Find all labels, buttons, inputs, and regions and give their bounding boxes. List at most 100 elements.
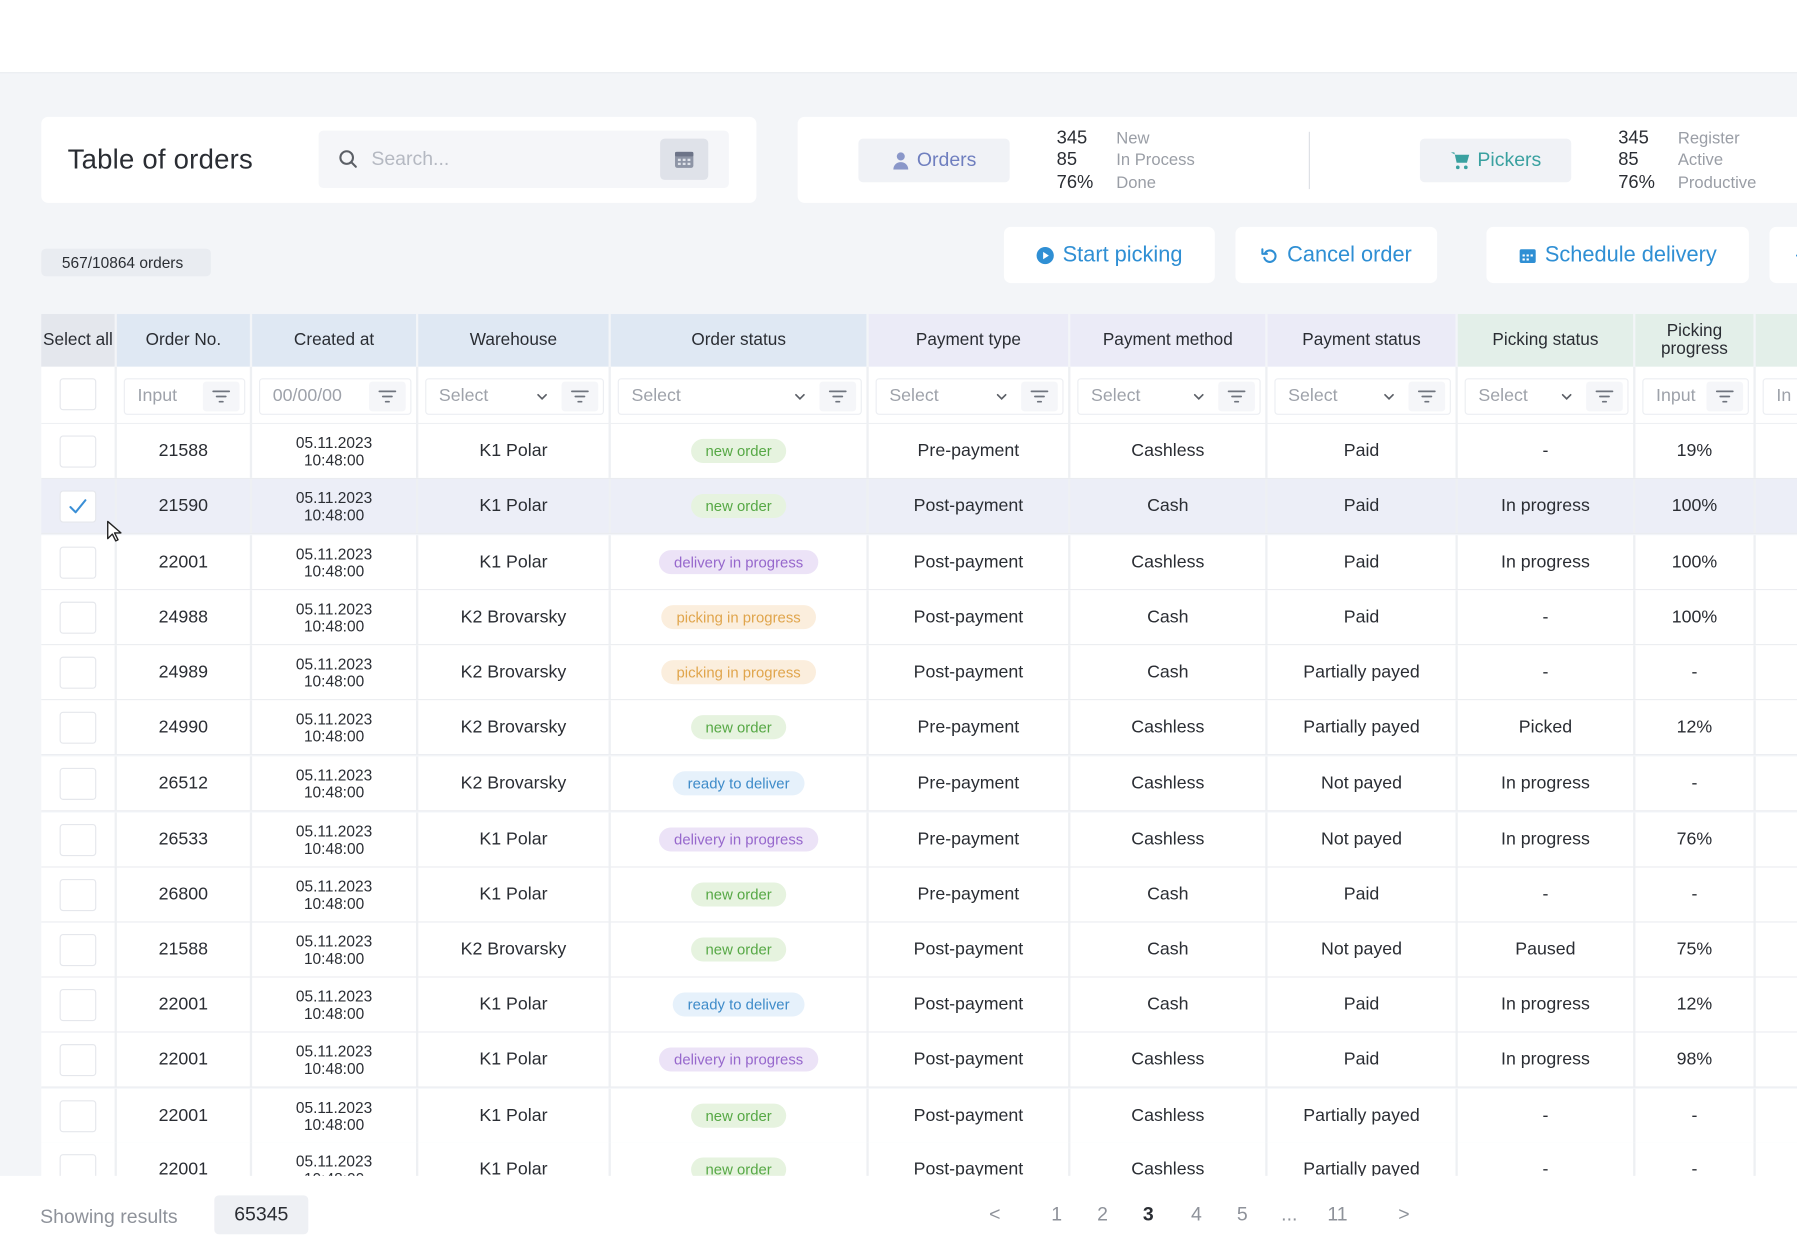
more-actions-button[interactable]	[1769, 226, 1797, 284]
page-4[interactable]: 4	[1191, 1203, 1202, 1226]
row-checkbox[interactable]	[59, 933, 97, 966]
orders-stat-button[interactable]: Orders	[858, 138, 1010, 183]
stat-number: 76%	[1618, 172, 1655, 193]
row-checkbox[interactable]	[59, 1043, 97, 1076]
filter-button[interactable]	[1218, 381, 1255, 412]
filter-button[interactable]	[1706, 381, 1744, 412]
filter-button[interactable]	[369, 381, 406, 412]
filter-pick[interactable]: Select	[1464, 378, 1629, 415]
table-cell: Post-payment	[869, 1088, 1071, 1143]
table-row[interactable]: 26800 05.11.2023 10:48:00 K1 Polar new order…	[41, 867, 1797, 923]
chevron-down-icon	[795, 393, 805, 401]
column-header-select[interactable]: Select all	[41, 314, 117, 367]
filter-button[interactable]	[1021, 381, 1058, 412]
page-2[interactable]: 2	[1097, 1203, 1108, 1226]
cancel-order-button[interactable]: Cancel order	[1235, 226, 1438, 284]
row-checkbox[interactable]	[59, 823, 97, 856]
table-cell: Cashless	[1070, 424, 1268, 478]
filter-button[interactable]	[819, 381, 857, 412]
pickers-stat-button[interactable]: Pickers	[1419, 138, 1572, 183]
filter-progress[interactable]: Input	[1642, 378, 1749, 415]
table-cell: 22001	[117, 1142, 253, 1197]
table-row[interactable]: 24990 05.11.2023 10:48:00 K2 Brovarsky new o…	[41, 700, 1797, 756]
column-header-pmethod[interactable]: Payment method	[1070, 314, 1268, 367]
filter-button[interactable]	[1586, 381, 1623, 412]
picking-status: In progress	[1501, 1049, 1590, 1069]
table-row[interactable]: 21588 05.11.2023 10:48:00 K2 Brovarsky new o…	[41, 922, 1797, 978]
table-row[interactable]: 22001 05.11.2023 10:48:00 K1 Polar delivery …	[41, 1032, 1797, 1088]
table-row[interactable]: 26533 05.11.2023 10:48:00 K1 Polar delivery …	[41, 812, 1797, 868]
row-checkbox[interactable]	[59, 1099, 97, 1132]
stats-card: Orders 345 New 85 In Process 76% Done Picke…	[797, 116, 1797, 203]
column-header-warehouse[interactable]: Warehouse	[418, 314, 611, 367]
filter-button[interactable]	[561, 381, 599, 412]
date-picker-button[interactable]	[660, 138, 709, 180]
table-row[interactable]: 21590 05.11.2023 10:48:00 K1 Polar new order…	[41, 479, 1797, 535]
row-checkbox[interactable]	[59, 711, 97, 744]
filter-status[interactable]: Select	[617, 378, 862, 415]
filter-extra[interactable]: In	[1762, 378, 1797, 415]
column-header-pick[interactable]: Picking status	[1457, 314, 1636, 367]
column-header-progress[interactable]: Picking progress	[1635, 314, 1756, 367]
table-row[interactable]: 24988 05.11.2023 10:48:00 K2 Brovarsky picki…	[41, 590, 1797, 646]
table-cell	[41, 479, 117, 533]
page-5[interactable]: 5	[1236, 1203, 1248, 1226]
column-header-status[interactable]: Order status	[610, 314, 869, 367]
page-3[interactable]: 3	[1142, 1203, 1154, 1226]
filter-warehouse[interactable]: Select	[425, 378, 604, 415]
created-date: 05.11.2023	[295, 488, 373, 506]
page-11[interactable]: 11	[1327, 1203, 1348, 1226]
row-checkbox[interactable]	[59, 489, 97, 523]
row-checkbox[interactable]	[59, 656, 97, 689]
table-cell: 21590	[117, 479, 253, 533]
created-time: 10:48:00	[303, 1115, 365, 1133]
select-all-checkbox[interactable]	[59, 378, 97, 411]
order-number: 22001	[158, 1159, 209, 1179]
row-checkbox[interactable]	[59, 878, 97, 911]
start-picking-button[interactable]: Start picking	[1003, 226, 1215, 284]
payment-type: Post-payment	[913, 994, 1024, 1014]
table-cell: Not payed	[1268, 812, 1458, 867]
column-header-pstatus[interactable]: Payment status	[1267, 314, 1458, 367]
filter-order[interactable]: Input	[123, 378, 246, 415]
page-1[interactable]: 1	[1051, 1203, 1063, 1226]
table-cell	[1756, 756, 1797, 810]
payment-method: Cash	[1147, 884, 1189, 904]
table-row[interactable]: 24989 05.11.2023 10:48:00 K2 Brovarsky picki…	[41, 645, 1797, 701]
filter-ptype[interactable]: Select	[875, 378, 1064, 415]
filter-button[interactable]	[202, 381, 240, 412]
schedule-delivery-button[interactable]: Schedule delivery	[1486, 226, 1749, 284]
payment-type: Post-payment	[913, 939, 1024, 959]
filter-button[interactable]	[1408, 381, 1446, 412]
row-checkbox[interactable]	[59, 546, 97, 579]
table-row[interactable]: 21588 05.11.2023 10:48:00 K1 Polar new order…	[41, 424, 1797, 480]
filter-pstatus[interactable]: Select	[1274, 378, 1451, 415]
next-page-button[interactable]: >	[1398, 1203, 1410, 1226]
column-header-ptype[interactable]: Payment type	[868, 314, 1071, 367]
table-cell: K1 Polar	[418, 867, 611, 922]
table-row[interactable]: 22001 05.11.2023 10:48:00 K1 Polar delivery …	[41, 535, 1797, 591]
row-checkbox[interactable]	[59, 988, 97, 1021]
prev-page-button[interactable]: <	[989, 1203, 1001, 1226]
column-header-created[interactable]: Created at	[252, 314, 419, 367]
search-input[interactable]	[371, 144, 647, 175]
payment-status: Paid	[1343, 1049, 1380, 1069]
filter-pmethod[interactable]: Select	[1077, 378, 1261, 415]
picking-progress: 76%	[1676, 829, 1713, 849]
table-cell: Cash	[1070, 479, 1268, 533]
column-header-order[interactable]: Order No.	[116, 314, 253, 367]
row-checkbox[interactable]	[59, 601, 97, 634]
table-row[interactable]: 22001 05.11.2023 10:48:00 K1 Polar ready to …	[41, 977, 1797, 1033]
table-row[interactable]: 26512 05.11.2023 10:48:00 K2 Brovarsky ready…	[41, 756, 1797, 812]
row-checkbox[interactable]	[59, 767, 97, 800]
column-header-extra[interactable]	[1755, 314, 1797, 367]
table-cell	[1756, 590, 1797, 644]
payment-type: Pre-payment	[917, 829, 1020, 849]
table-cell: Pre-payment	[869, 756, 1071, 811]
filter-created[interactable]: 00/00/00	[259, 378, 412, 415]
row-checkbox[interactable]	[59, 434, 97, 468]
